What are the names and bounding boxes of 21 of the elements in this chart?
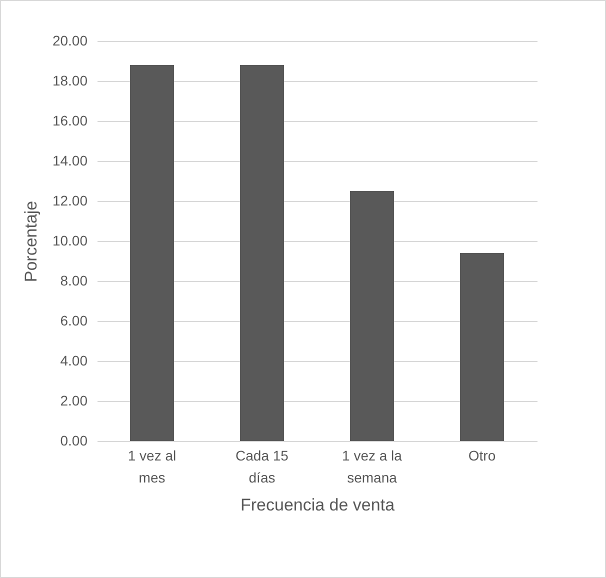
y-tick-label: 10.00 [52,232,88,248]
bar [130,65,174,441]
y-tick-label: 4.00 [60,352,88,368]
y-tick-label: 12.00 [52,192,88,208]
y-axis-title: Porcentaje [21,200,40,282]
x-tick-label: 1 vez al mes [128,448,176,486]
x-tick-label: Cada 15 días [236,448,289,486]
bar [350,191,394,441]
y-tick-label: 16.00 [52,112,88,128]
y-tick-label: 18.00 [52,72,88,88]
x-tick-label: Otro [468,448,496,464]
bar [460,253,504,441]
y-tick-label: 0.00 [60,432,88,448]
y-tick-label: 8.00 [60,272,88,288]
x-axis-title: Frecuencia de venta [240,496,396,514]
y-tick-label: 14.00 [52,152,88,168]
y-tick-label: 20.00 [52,32,88,48]
x-tick-label: 1 vez a la semana [342,448,402,486]
y-tick-label: 6.00 [60,312,88,328]
y-tick-label: 2.00 [60,392,88,408]
bar [240,65,284,441]
